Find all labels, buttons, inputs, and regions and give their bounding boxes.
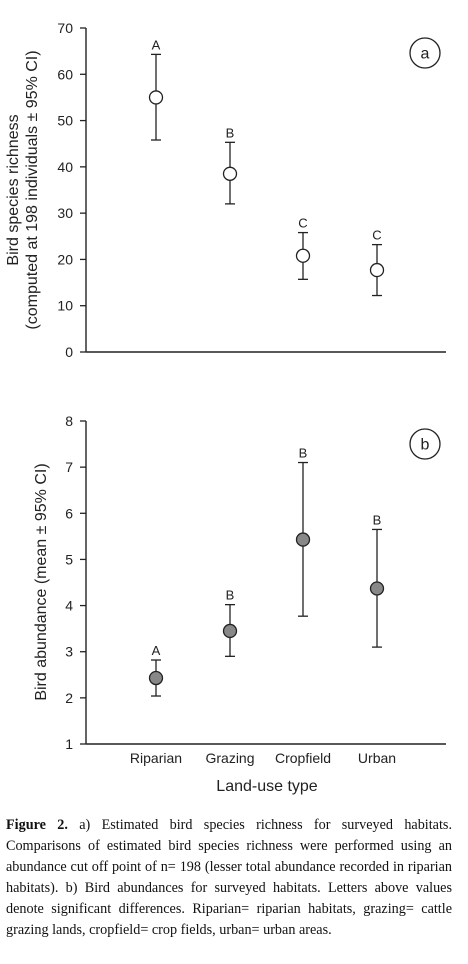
panel-a-point-riparian [148,90,164,105]
panel-b-letter-grazing: B [226,588,235,603]
panel-a-ytick-label: 20 [57,251,73,267]
panel-a-ytick-label: 10 [57,298,73,314]
xtick-label-riparian: Riparian [130,750,182,766]
panel-b-ytick-label: 6 [65,505,73,521]
panel-b-ytick-label: 7 [65,459,73,475]
panel-b-point-urban [369,581,385,596]
panel-b-letter-riparian: A [152,643,161,658]
panel-b-ylabel: Bird abundance (mean ± 95% CI) [33,463,50,700]
xtick-label-urban: Urban [358,750,396,766]
panel-a-y-ticks: 0 10 20 30 40 50 60 70 [57,20,86,360]
panel-a-letter-urban: C [372,228,381,243]
panel-b-letter-urban: B [373,512,382,527]
panel-a-ylabel-line2: (computed at 198 individuals ± 95% CI) [24,50,41,329]
panel-b-ytick-label: 2 [65,690,73,706]
xtick-label-grazing: Grazing [205,750,254,766]
panel-b-points [148,532,385,686]
panel-a-significance-letters: A B C C [152,37,382,242]
figure-caption: Figure 2. a) Estimated bird species rich… [6,815,452,941]
panel-a-letter-riparian: A [152,37,161,52]
figure: 0 10 20 30 40 50 60 70 A B C C Bird species richne… [5,20,446,795]
panel-b-label: b [421,437,430,454]
panel-a-letter-grazing: B [226,125,235,140]
panel-b-y-ticks: 1 2 3 4 5 6 7 8 [65,413,86,752]
xtick-label-cropfield: Cropfield [275,750,331,766]
panel-a-point-cropfield [295,248,311,263]
panel-a-ytick-label: 30 [57,205,73,221]
panel-b: 1 2 3 4 5 6 7 8 Riparian Grazing Cropfield Urban A… [33,413,446,795]
panel-a-label: a [421,46,430,63]
panel-b-x-ticks: Riparian Grazing Cropfield Urban [130,750,396,766]
panel-a-ytick-label: 0 [65,344,73,360]
panel-a-label-circle [409,37,441,69]
panel-a-ytick-label: 50 [57,113,73,129]
panel-b-ytick-label: 4 [65,598,73,614]
panel-a-point-urban [369,262,385,278]
panel-b-error-bars [151,461,382,697]
panel-a-ytick-label: 60 [57,66,73,82]
panel-b-letter-cropfield: B [299,446,308,461]
panel-a-point-grazing [222,166,238,181]
panel-a-letter-cropfield: C [298,216,307,231]
panel-a-ytick-label: 70 [57,20,73,36]
panel-a: 0 10 20 30 40 50 60 70 A B C C Bird species richne… [5,20,446,360]
panel-b-significance-letters: A B B B [152,446,382,658]
panel-b-ytick-label: 3 [65,644,73,660]
caption-label: Figure 2. [6,817,68,833]
panel-b-ytick-label: 8 [65,413,73,429]
panel-b-point-grazing [222,623,238,639]
panel-a-ylabel-line1: Bird species richness [5,114,22,265]
caption-text: a) Estimated bird species richness for s… [6,817,452,938]
panel-b-ytick-label: 5 [65,551,73,567]
panel-b-point-cropfield [295,532,311,547]
panel-b-point-riparian [148,670,164,686]
panel-b-label-circle [409,428,441,460]
panel-a-points [148,90,385,278]
panel-a-ytick-label: 40 [57,159,73,175]
panel-a-error-bars [151,53,382,297]
panel-b-ytick-label: 1 [65,736,73,752]
panel-b-xlabel: Land-use type [216,778,318,795]
